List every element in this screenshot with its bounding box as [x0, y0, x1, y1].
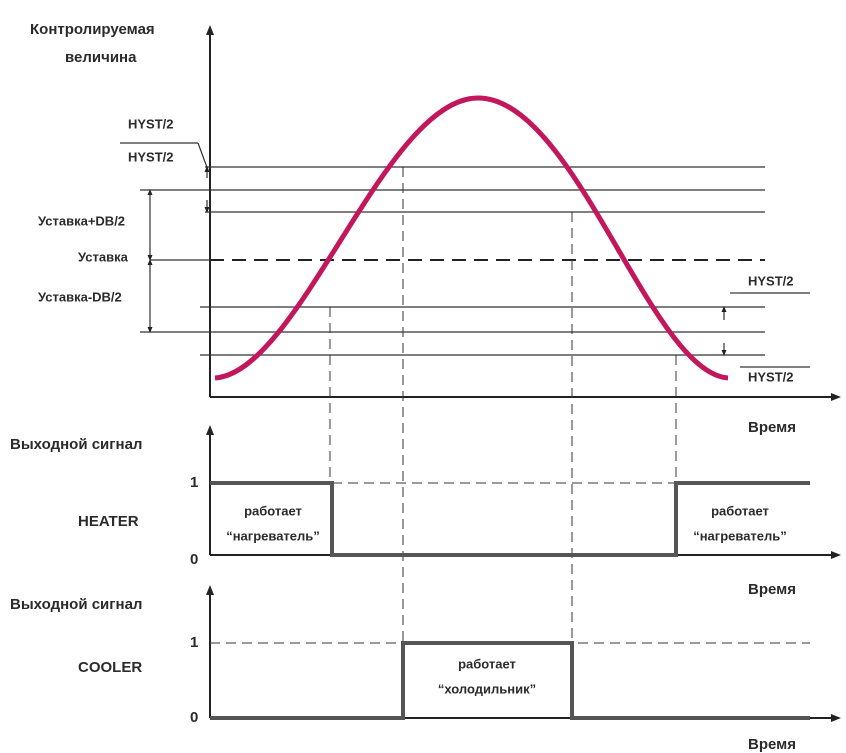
level-label: Уставка+DB/2: [38, 213, 125, 228]
time-label: Время: [748, 736, 796, 753]
axis-label: Контролируемая: [30, 21, 155, 38]
time-label: Время: [748, 581, 796, 598]
note: работает: [711, 503, 769, 518]
device-name: HEATER: [78, 513, 139, 530]
level-label: HYST/2: [128, 116, 174, 131]
device-name: COOLER: [78, 659, 142, 676]
cooler-signal: [210, 641, 810, 720]
process-curve: [214, 95, 729, 381]
note: “нагреватель”: [226, 528, 320, 543]
level-label: Уставка-DB/2: [38, 289, 122, 304]
time-label: Время: [748, 419, 796, 436]
level-label: HYST/2: [748, 273, 794, 288]
signal-label: Выходной сигнал: [10, 596, 142, 613]
dimension-arrows: [147, 166, 727, 356]
axis-label: величина: [65, 49, 137, 66]
level-label: HYST/2: [128, 149, 174, 164]
heater-signal: [210, 481, 810, 557]
level-value: 0: [190, 551, 198, 568]
note: работает: [458, 656, 516, 671]
level-lines: [120, 142, 810, 368]
level-value: 1: [190, 474, 198, 491]
note: “холодильник”: [438, 681, 536, 696]
projection-lines: [329, 167, 677, 718]
signal-label: Выходной сигнал: [10, 436, 142, 453]
level-value: 0: [190, 709, 198, 726]
note: работает: [244, 503, 302, 518]
level-label: Уставка: [78, 249, 129, 264]
level-value: 1: [190, 634, 198, 651]
level-label: HYST/2: [748, 369, 794, 384]
note: “нагреватель”: [693, 528, 787, 543]
